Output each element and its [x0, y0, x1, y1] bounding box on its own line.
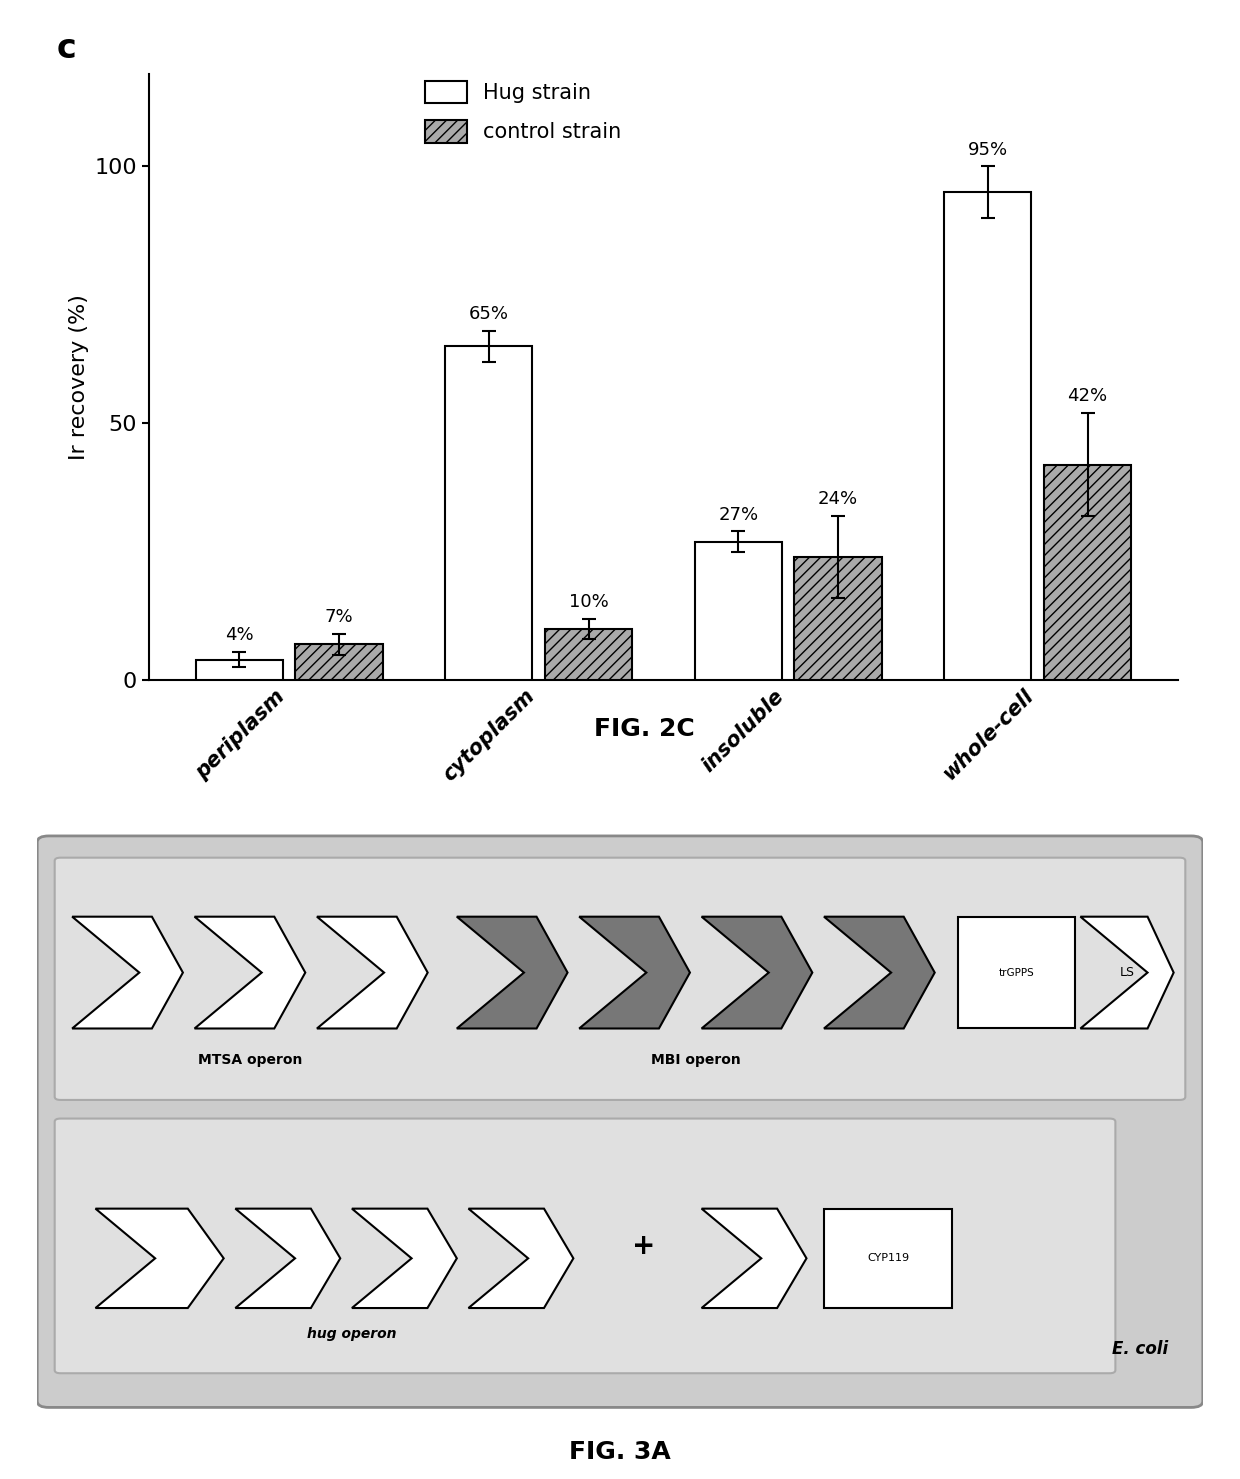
- Text: FIG. 2C: FIG. 2C: [594, 717, 696, 741]
- Polygon shape: [579, 917, 689, 1028]
- Text: trGPPS: trGPPS: [998, 967, 1034, 978]
- Bar: [544, 629, 632, 680]
- Polygon shape: [823, 917, 935, 1028]
- Text: 7%: 7%: [325, 608, 353, 627]
- Polygon shape: [456, 917, 568, 1028]
- Text: 24%: 24%: [818, 490, 858, 509]
- Bar: [694, 541, 782, 680]
- Legend: Hug strain, control strain: Hug strain, control strain: [417, 72, 630, 151]
- Text: 27%: 27%: [718, 506, 759, 524]
- Bar: [295, 645, 383, 680]
- Bar: [795, 558, 882, 680]
- Polygon shape: [317, 917, 428, 1028]
- Text: E. coli: E. coli: [1111, 1340, 1168, 1358]
- Polygon shape: [72, 917, 184, 1028]
- Text: 42%: 42%: [1068, 387, 1107, 405]
- Bar: [445, 346, 532, 680]
- Text: 95%: 95%: [967, 141, 1008, 158]
- Text: c: c: [56, 31, 76, 65]
- FancyBboxPatch shape: [55, 858, 1185, 1100]
- Y-axis label: Ir recovery (%): Ir recovery (%): [68, 294, 89, 460]
- Text: +: +: [631, 1232, 655, 1260]
- Bar: [959, 917, 1075, 1028]
- Polygon shape: [195, 917, 305, 1028]
- Polygon shape: [236, 1208, 340, 1307]
- Text: FIG. 3A: FIG. 3A: [569, 1441, 671, 1464]
- Bar: [196, 660, 283, 680]
- Text: hug operon: hug operon: [308, 1327, 397, 1340]
- Polygon shape: [352, 1208, 456, 1307]
- Bar: [823, 1208, 952, 1307]
- Polygon shape: [702, 917, 812, 1028]
- Polygon shape: [1080, 917, 1173, 1028]
- Bar: [1044, 464, 1131, 680]
- Polygon shape: [95, 1208, 223, 1307]
- Polygon shape: [469, 1208, 573, 1307]
- Text: MTSA operon: MTSA operon: [197, 1053, 303, 1068]
- FancyBboxPatch shape: [55, 1118, 1115, 1373]
- Text: 4%: 4%: [224, 627, 253, 645]
- Text: CYP119: CYP119: [867, 1253, 909, 1263]
- Polygon shape: [702, 1208, 806, 1307]
- FancyBboxPatch shape: [37, 836, 1203, 1408]
- Text: LS: LS: [1120, 966, 1135, 979]
- Bar: [944, 192, 1032, 680]
- Text: 65%: 65%: [469, 305, 508, 324]
- Text: MBI operon: MBI operon: [651, 1053, 740, 1068]
- Text: 10%: 10%: [569, 593, 609, 611]
